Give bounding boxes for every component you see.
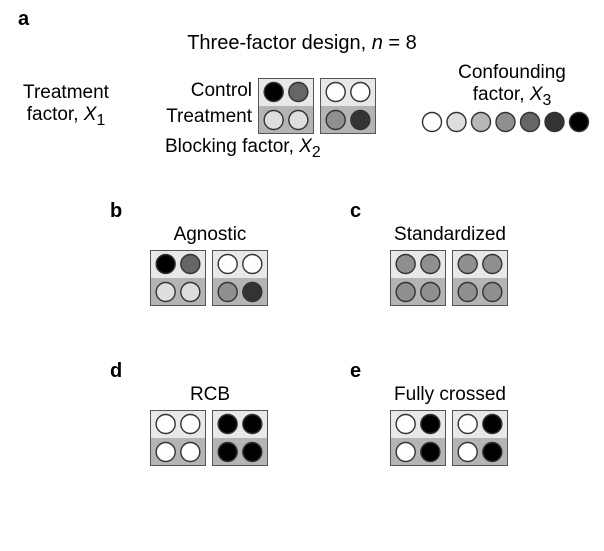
scale-dot bbox=[570, 113, 589, 132]
scale-dot bbox=[447, 113, 466, 132]
grid-dot bbox=[396, 443, 415, 462]
panel-d-title: RCB bbox=[110, 384, 310, 406]
grid-dot bbox=[181, 255, 200, 274]
scale-dot bbox=[545, 113, 564, 132]
grid-dot bbox=[326, 111, 345, 130]
grid-dot bbox=[243, 255, 262, 274]
grid-dot bbox=[218, 443, 237, 462]
panel-d-grid bbox=[150, 410, 268, 466]
grid-dot bbox=[351, 111, 370, 130]
grid-dot bbox=[421, 255, 440, 274]
grid-dot bbox=[243, 415, 262, 434]
scale-dot bbox=[472, 113, 491, 132]
grid-dot bbox=[483, 283, 502, 302]
blocking-factor-label: Blocking factor, X2 bbox=[165, 136, 321, 162]
treatment-row-label: Treatment bbox=[166, 106, 252, 128]
panel-b-title: Agnostic bbox=[110, 224, 310, 246]
grid-dot bbox=[156, 255, 175, 274]
grid-dot bbox=[483, 443, 502, 462]
panel-c-title: Standardized bbox=[350, 224, 550, 246]
grid-dot bbox=[458, 255, 477, 274]
confounding-factor-label: Confounding factor, X3 bbox=[430, 62, 594, 110]
control-row-label: Control bbox=[191, 80, 252, 102]
panel-e-letter: e bbox=[350, 360, 361, 383]
grid-dot bbox=[218, 415, 237, 434]
grid-dot bbox=[396, 283, 415, 302]
grid-dot bbox=[156, 415, 175, 434]
confounding-scale bbox=[420, 110, 591, 134]
grid-dot bbox=[326, 83, 345, 102]
panel-c-grid bbox=[390, 250, 508, 306]
grid-dot bbox=[181, 283, 200, 302]
scale-dot bbox=[423, 113, 442, 132]
grid-dot bbox=[243, 443, 262, 462]
panel-b-grid bbox=[150, 250, 268, 306]
grid-dot bbox=[181, 443, 200, 462]
panel-b-letter: b bbox=[110, 200, 122, 223]
grid-dot bbox=[156, 283, 175, 302]
panel-c-letter: c bbox=[350, 200, 361, 223]
grid-dot bbox=[396, 255, 415, 274]
treatment-factor-label: Treatment factor, X1 bbox=[6, 82, 126, 130]
grid-dot bbox=[483, 255, 502, 274]
grid-dot bbox=[156, 443, 175, 462]
grid-dot bbox=[218, 255, 237, 274]
grid-dot bbox=[264, 111, 283, 130]
panel-a-title: Three-factor design, n = 8 bbox=[0, 32, 604, 55]
grid-dot bbox=[458, 283, 477, 302]
grid-dot bbox=[351, 83, 370, 102]
panel-e-grid bbox=[390, 410, 508, 466]
grid-dot bbox=[421, 283, 440, 302]
grid-dot bbox=[218, 283, 237, 302]
panel-e-title: Fully crossed bbox=[350, 384, 550, 406]
grid-dot bbox=[264, 83, 283, 102]
panel-a-letter: a bbox=[18, 8, 29, 31]
grid-dot bbox=[458, 443, 477, 462]
scale-dot bbox=[521, 113, 540, 132]
grid-dot bbox=[181, 415, 200, 434]
grid-dot bbox=[421, 415, 440, 434]
grid-dot bbox=[396, 415, 415, 434]
panel-d-letter: d bbox=[110, 360, 122, 383]
panel-a-grid bbox=[258, 78, 376, 134]
grid-dot bbox=[483, 415, 502, 434]
grid-dot bbox=[289, 111, 308, 130]
grid-dot bbox=[289, 83, 308, 102]
scale-dot bbox=[496, 113, 515, 132]
grid-dot bbox=[421, 443, 440, 462]
grid-dot bbox=[243, 283, 262, 302]
grid-dot bbox=[458, 415, 477, 434]
